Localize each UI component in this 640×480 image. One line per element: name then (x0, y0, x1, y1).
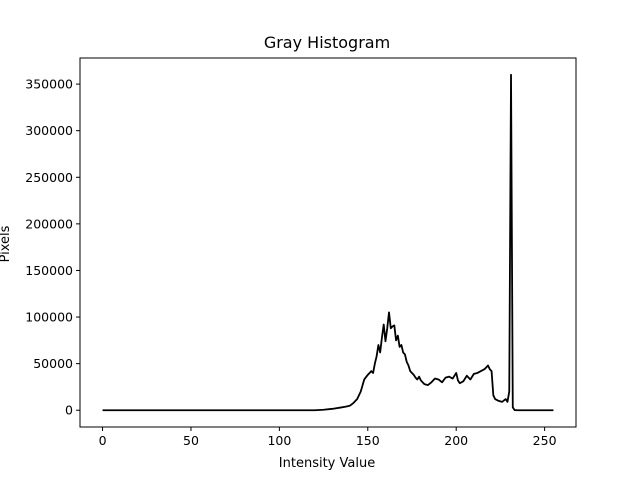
x-axis-title: Intensity Value (279, 456, 375, 471)
y-tick-label: 100000 (25, 310, 73, 325)
x-tick-label: 100 (267, 433, 291, 448)
y-tick-label: 250000 (25, 170, 73, 185)
plot-frame (79, 57, 577, 428)
plot-layer: 0 50 100 150 200 250 0 50000 100000 150000 200000 2… (25, 57, 577, 448)
x-tick-label: 0 (99, 433, 107, 448)
y-axis-title: Pixels (0, 225, 13, 262)
x-tick-label: 200 (444, 433, 468, 448)
y-tick-label: 300000 (25, 123, 73, 138)
y-tick-label: 150000 (25, 263, 73, 278)
x-tick-label: 250 (533, 433, 557, 448)
x-tick-label: 50 (183, 433, 199, 448)
histogram-line (102, 73, 554, 412)
x-tick-label: 150 (356, 433, 380, 448)
y-tick-label: 0 (65, 403, 73, 418)
y-tick-label: 50000 (33, 356, 73, 371)
chart-title: Gray Histogram (264, 33, 390, 52)
y-tick-label: 200000 (25, 216, 73, 231)
y-tick-label: 350000 (25, 77, 73, 92)
